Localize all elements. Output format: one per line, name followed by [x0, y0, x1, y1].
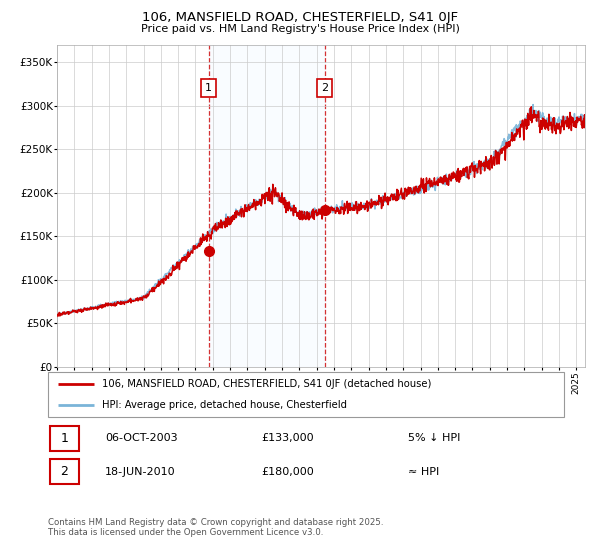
Text: Contains HM Land Registry data © Crown copyright and database right 2025.
This d: Contains HM Land Registry data © Crown c…: [48, 518, 383, 538]
Text: HPI: Average price, detached house, Chesterfield: HPI: Average price, detached house, Ches…: [102, 400, 347, 410]
Text: ≈ HPI: ≈ HPI: [408, 467, 439, 477]
Text: 2: 2: [321, 83, 328, 94]
Text: 18-JUN-2010: 18-JUN-2010: [105, 467, 176, 477]
Text: 1: 1: [61, 432, 68, 445]
Text: 106, MANSFIELD ROAD, CHESTERFIELD, S41 0JF (detached house): 106, MANSFIELD ROAD, CHESTERFIELD, S41 0…: [102, 380, 431, 390]
Text: 2: 2: [61, 465, 68, 478]
Text: 06-OCT-2003: 06-OCT-2003: [105, 433, 178, 443]
Text: Price paid vs. HM Land Registry's House Price Index (HPI): Price paid vs. HM Land Registry's House …: [140, 24, 460, 34]
Text: 5% ↓ HPI: 5% ↓ HPI: [408, 433, 460, 443]
Text: 1: 1: [205, 83, 212, 94]
Text: £133,000: £133,000: [261, 433, 314, 443]
Bar: [50, 459, 79, 484]
Text: 106, MANSFIELD ROAD, CHESTERFIELD, S41 0JF: 106, MANSFIELD ROAD, CHESTERFIELD, S41 0…: [142, 11, 458, 24]
Bar: [209, 45, 325, 367]
Text: £180,000: £180,000: [261, 467, 314, 477]
Bar: [50, 426, 79, 450]
